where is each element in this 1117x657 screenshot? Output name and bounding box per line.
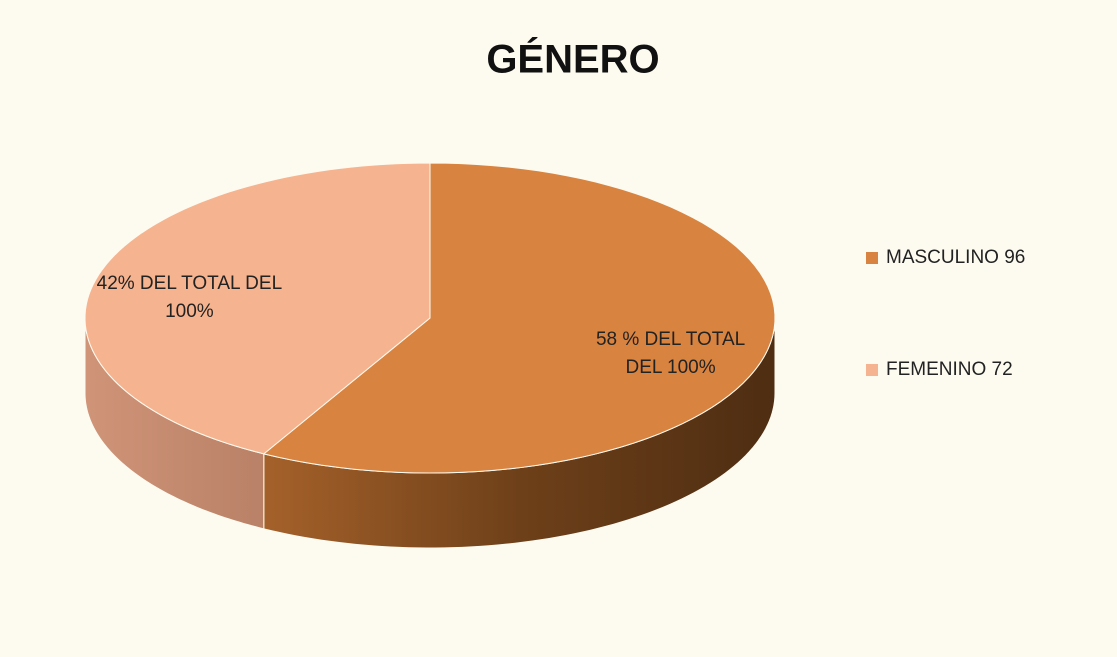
legend-swatch: [866, 364, 878, 376]
legend-label: FEMENINO 72: [886, 359, 1013, 380]
legend-label: MASCULINO 96: [886, 247, 1025, 268]
legend-swatch: [866, 252, 878, 264]
data-label: 58 % DEL TOTAL DEL 100%: [595, 328, 746, 378]
data-label: 42% DEL TOTAL DEL 100%: [96, 273, 283, 323]
pie-slice: [262, 162, 776, 474]
pie-slice: [84, 162, 431, 455]
chart-title: GÉNERO: [486, 37, 659, 82]
